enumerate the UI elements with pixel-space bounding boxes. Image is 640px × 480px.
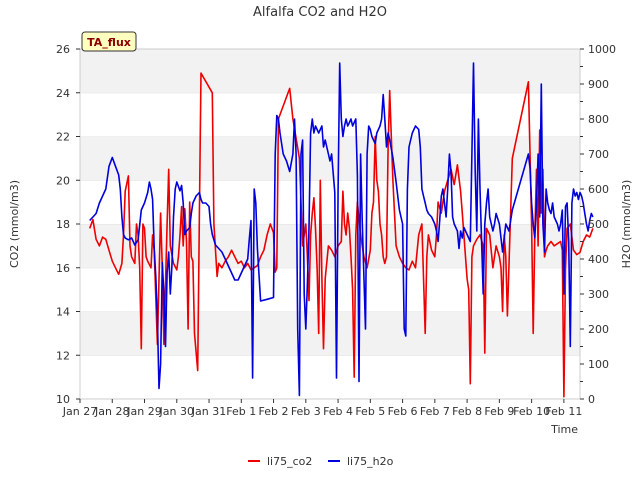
legend-label-li75_h2o: li75_h2o — [347, 455, 394, 468]
x-tick-label: Feb 2 — [259, 405, 289, 418]
y-right-tick-label: 500 — [588, 218, 609, 231]
y-axis-left-label: CO2 (mmol/m3) — [8, 180, 21, 268]
badge-label: TA_flux — [87, 36, 131, 49]
x-tick-label: Feb 10 — [513, 405, 550, 418]
series-line-li75_co2 — [88, 72, 594, 398]
grid-band — [80, 180, 580, 224]
series-line-li75_h2o — [89, 62, 594, 397]
x-tick-label: Jan 29 — [126, 405, 161, 418]
x-tick-label: Feb 5 — [355, 405, 385, 418]
grid-bands — [80, 48, 580, 399]
y-right-tick-label: 700 — [588, 148, 609, 161]
ta-flux-badge: TA_flux — [81, 31, 137, 52]
y-axis-right-label: H2O (mmol/m3) — [620, 180, 633, 269]
y-left-tick-label: 22 — [56, 131, 70, 144]
y-axis-right: 0 100 200 300 400 500 600 700 800 900 1000 — [580, 43, 616, 406]
x-tick-label: Feb 1 — [226, 405, 256, 418]
x-tick-label: Feb 9 — [484, 405, 514, 418]
y-right-tick-label: 600 — [588, 183, 609, 196]
y-right-tick-label: 400 — [588, 253, 609, 266]
y-left-tick-label: 26 — [56, 43, 70, 56]
y-right-tick-label: 1000 — [588, 43, 616, 56]
y-right-tick-label: 100 — [588, 358, 609, 371]
x-tick-label: Jan 27 — [62, 405, 97, 418]
grid-band — [80, 311, 580, 356]
y-axis-left: 10 12 14 16 18 20 22 24 26 — [56, 43, 80, 406]
y-left-tick-label: 16 — [56, 262, 70, 275]
y-left-tick-label: 20 — [56, 174, 70, 187]
y-right-tick-label: 800 — [588, 113, 609, 126]
x-tick-label: Feb 8 — [452, 405, 482, 418]
x-tick-label: Feb 7 — [420, 405, 450, 418]
y-left-tick-label: 10 — [56, 393, 70, 406]
series-layer — [88, 62, 594, 398]
x-tick-label: Jan 30 — [159, 405, 194, 418]
x-tick-label: Feb 11 — [545, 405, 582, 418]
x-axis-label: Time — [550, 423, 578, 436]
y-left-tick-label: 14 — [56, 306, 70, 319]
x-tick-label: Feb 6 — [388, 405, 418, 418]
chart-title: Alfalfa CO2 and H2O — [253, 5, 387, 20]
y-left-tick-label: 24 — [56, 87, 70, 100]
legend-label-li75_co2: li75_co2 — [267, 455, 312, 468]
x-tick-label: Jan 28 — [94, 405, 129, 418]
x-tick-label: Feb 4 — [323, 405, 353, 418]
y-right-tick-label: 200 — [588, 323, 609, 336]
x-tick-label: Jan 31 — [191, 405, 226, 418]
y-right-tick-label: 0 — [588, 393, 595, 406]
x-tick-label: Feb 3 — [291, 405, 321, 418]
grid-band — [80, 92, 580, 137]
grid-band — [80, 355, 580, 399]
y-left-tick-label: 12 — [56, 349, 70, 362]
y-right-tick-label: 900 — [588, 78, 609, 91]
legend: li75_co2 li75_h2o — [248, 455, 394, 468]
y-right-tick-label: 300 — [588, 288, 609, 301]
y-left-tick-label: 18 — [56, 218, 70, 231]
grid-band — [80, 49, 580, 93]
